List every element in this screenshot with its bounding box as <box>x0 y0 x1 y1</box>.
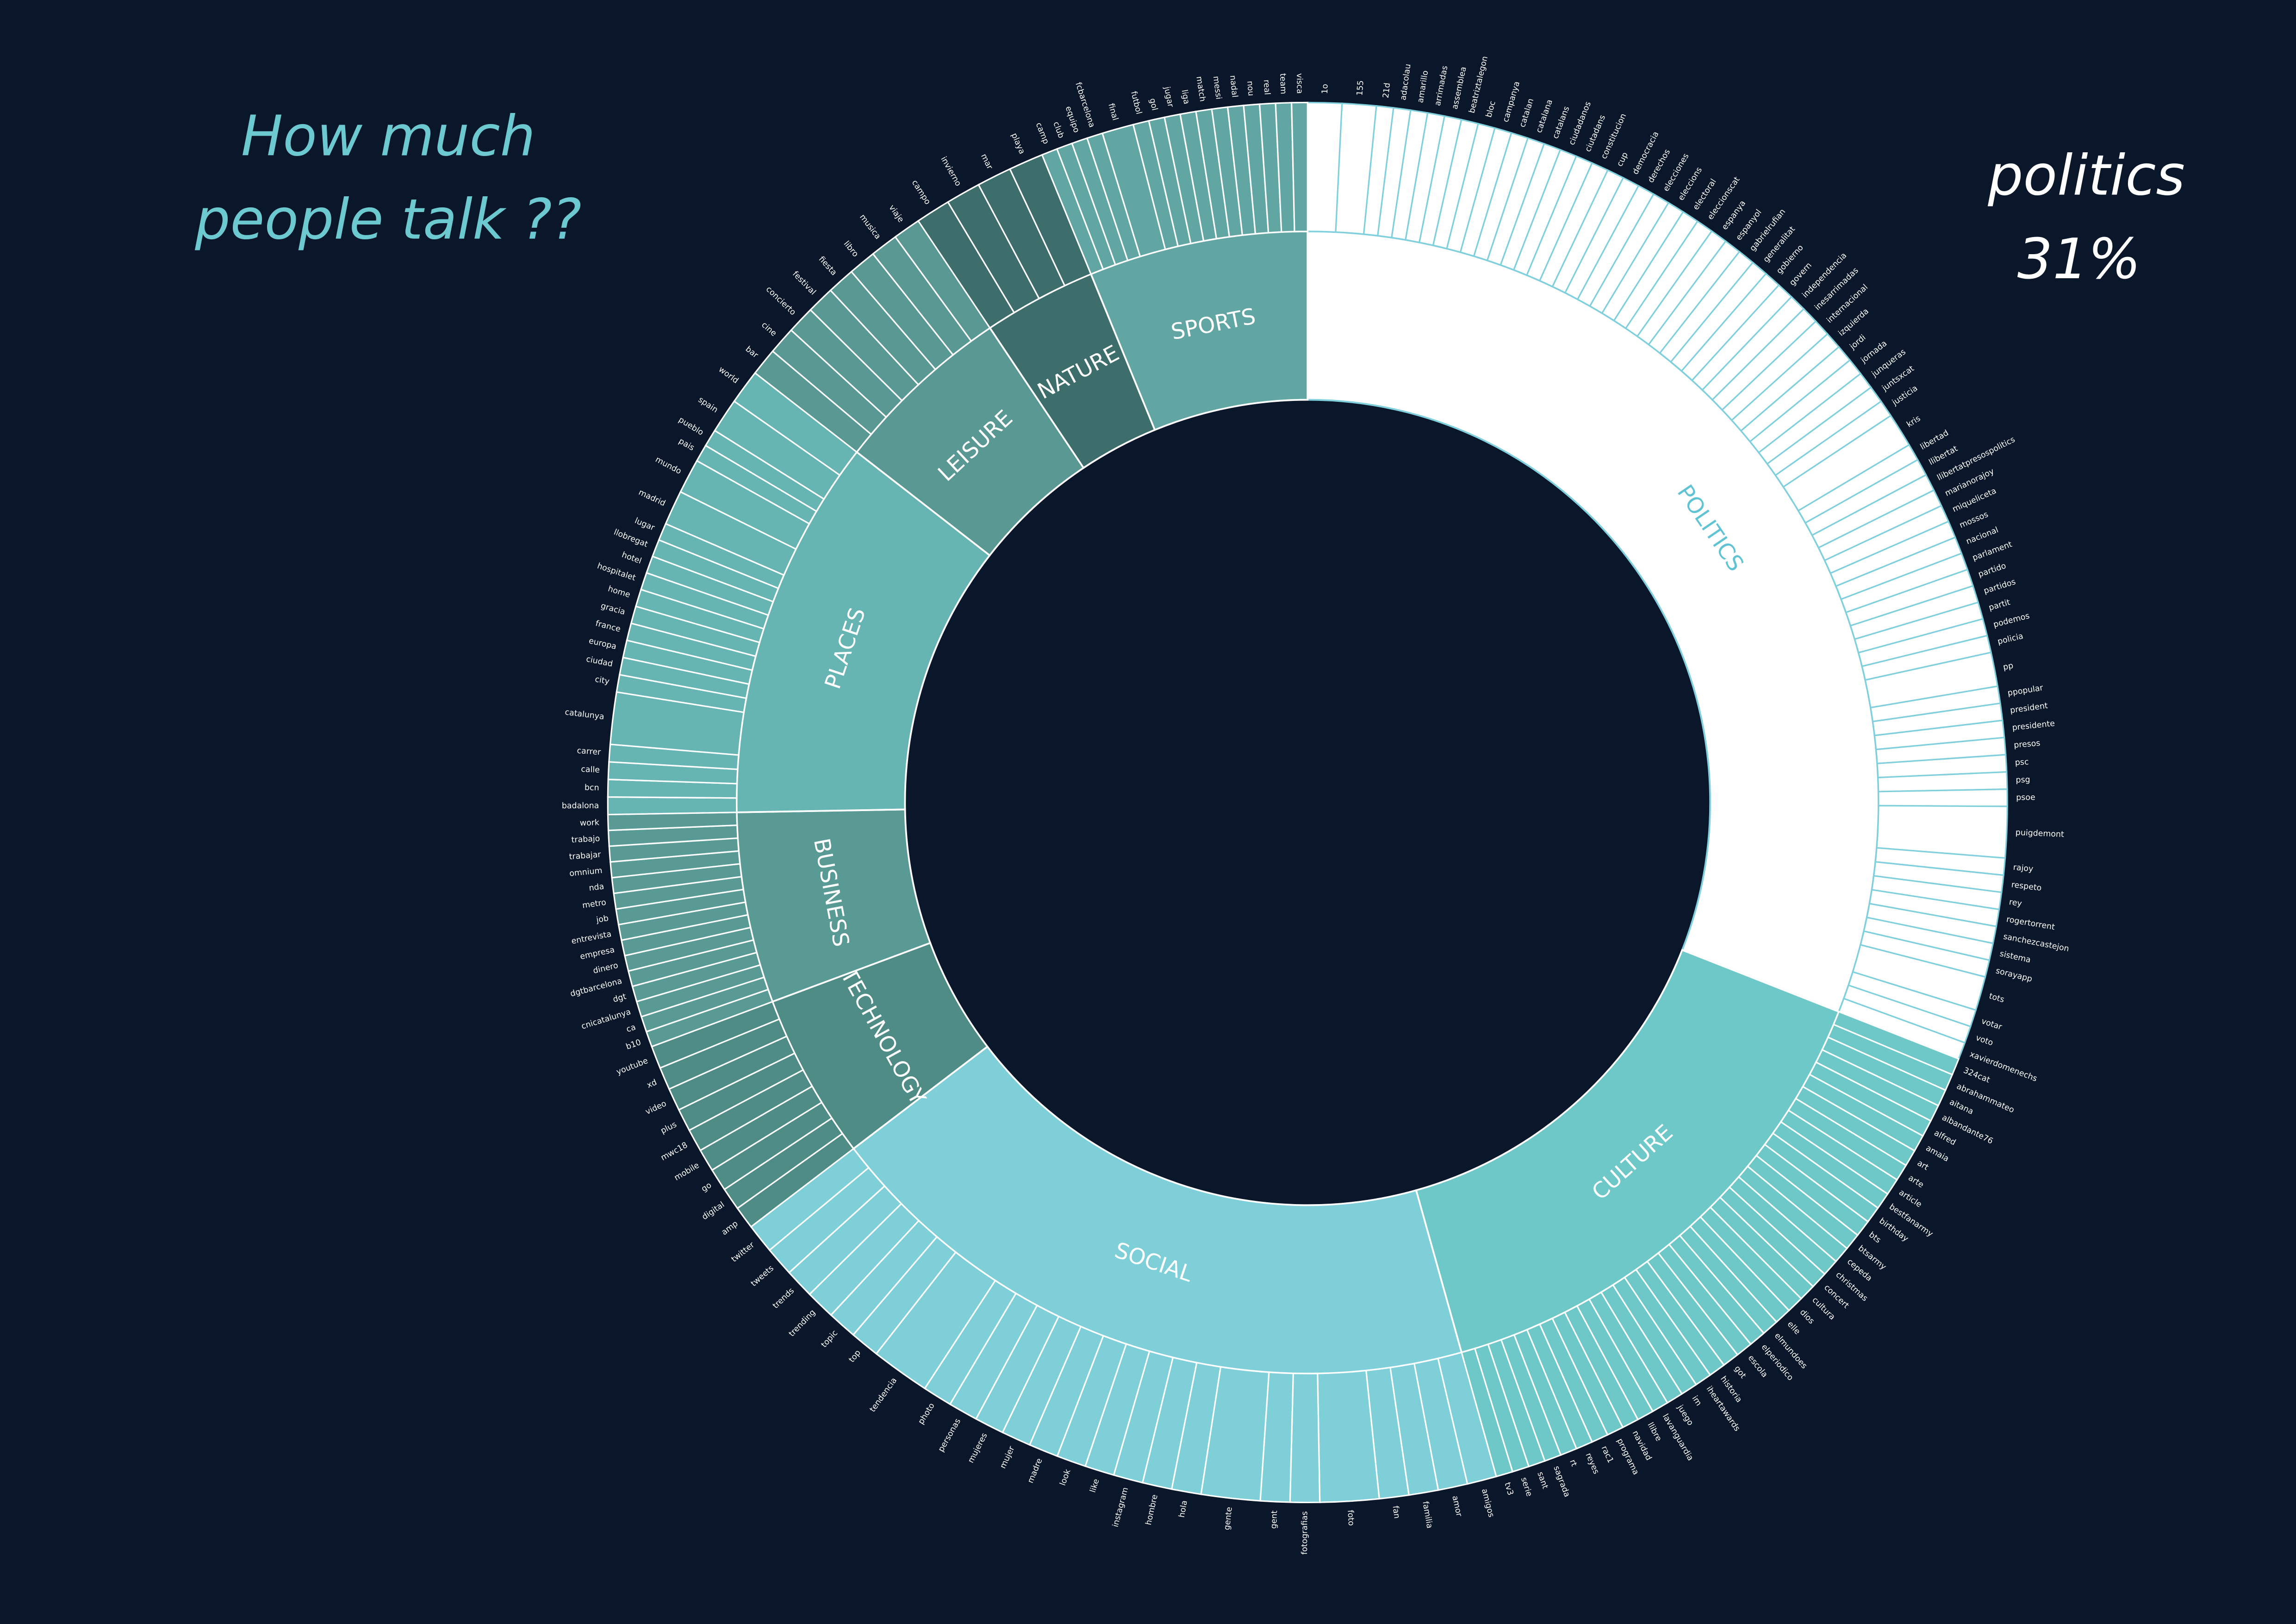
word-label: work <box>580 818 600 828</box>
word-label: calle <box>581 765 600 775</box>
word-label: team <box>1278 73 1288 94</box>
word-segment <box>607 796 738 816</box>
word-label: bcn <box>585 783 599 793</box>
annotation-line: 31% <box>2017 227 2141 292</box>
word-label: carrer <box>577 746 602 757</box>
word-label: rey <box>2009 898 2022 909</box>
word-label: foto <box>1345 1510 1356 1526</box>
word-label: liga <box>1180 89 1191 105</box>
word-label: real <box>1262 79 1272 95</box>
word-label: 1o <box>1320 84 1330 94</box>
word-label: fotografias <box>1300 1511 1309 1555</box>
word-label: city <box>594 675 610 687</box>
word-segment <box>1878 788 2008 807</box>
word-segment <box>1291 101 1308 232</box>
word-label: rajoy <box>2013 863 2034 874</box>
word-label: visca <box>1294 73 1304 94</box>
word-label: psc <box>2015 757 2029 768</box>
word-segment <box>1289 1373 1321 1504</box>
word-label: job <box>595 914 609 925</box>
word-label: badalona <box>562 801 599 811</box>
word-label: nou <box>1245 81 1256 96</box>
word-label: nda <box>588 882 604 893</box>
word-label: psoe <box>2016 793 2035 802</box>
word-label: psg <box>2016 775 2030 785</box>
annotation-line: politics <box>1987 144 2185 208</box>
word-label: puigdemont <box>2015 828 2064 839</box>
word-label: pp <box>2002 661 2014 672</box>
word-label: fan <box>1391 1505 1401 1519</box>
word-label: 21d <box>1381 82 1393 99</box>
title-line: How much <box>241 104 535 169</box>
title-line: people talk ?? <box>194 187 581 252</box>
word-label: gent <box>1269 1510 1279 1529</box>
word-label: nadal <box>1228 75 1239 98</box>
word-label: presos <box>2014 739 2041 750</box>
word-label: 155 <box>1355 80 1365 96</box>
word-label: trabajo <box>571 834 600 845</box>
